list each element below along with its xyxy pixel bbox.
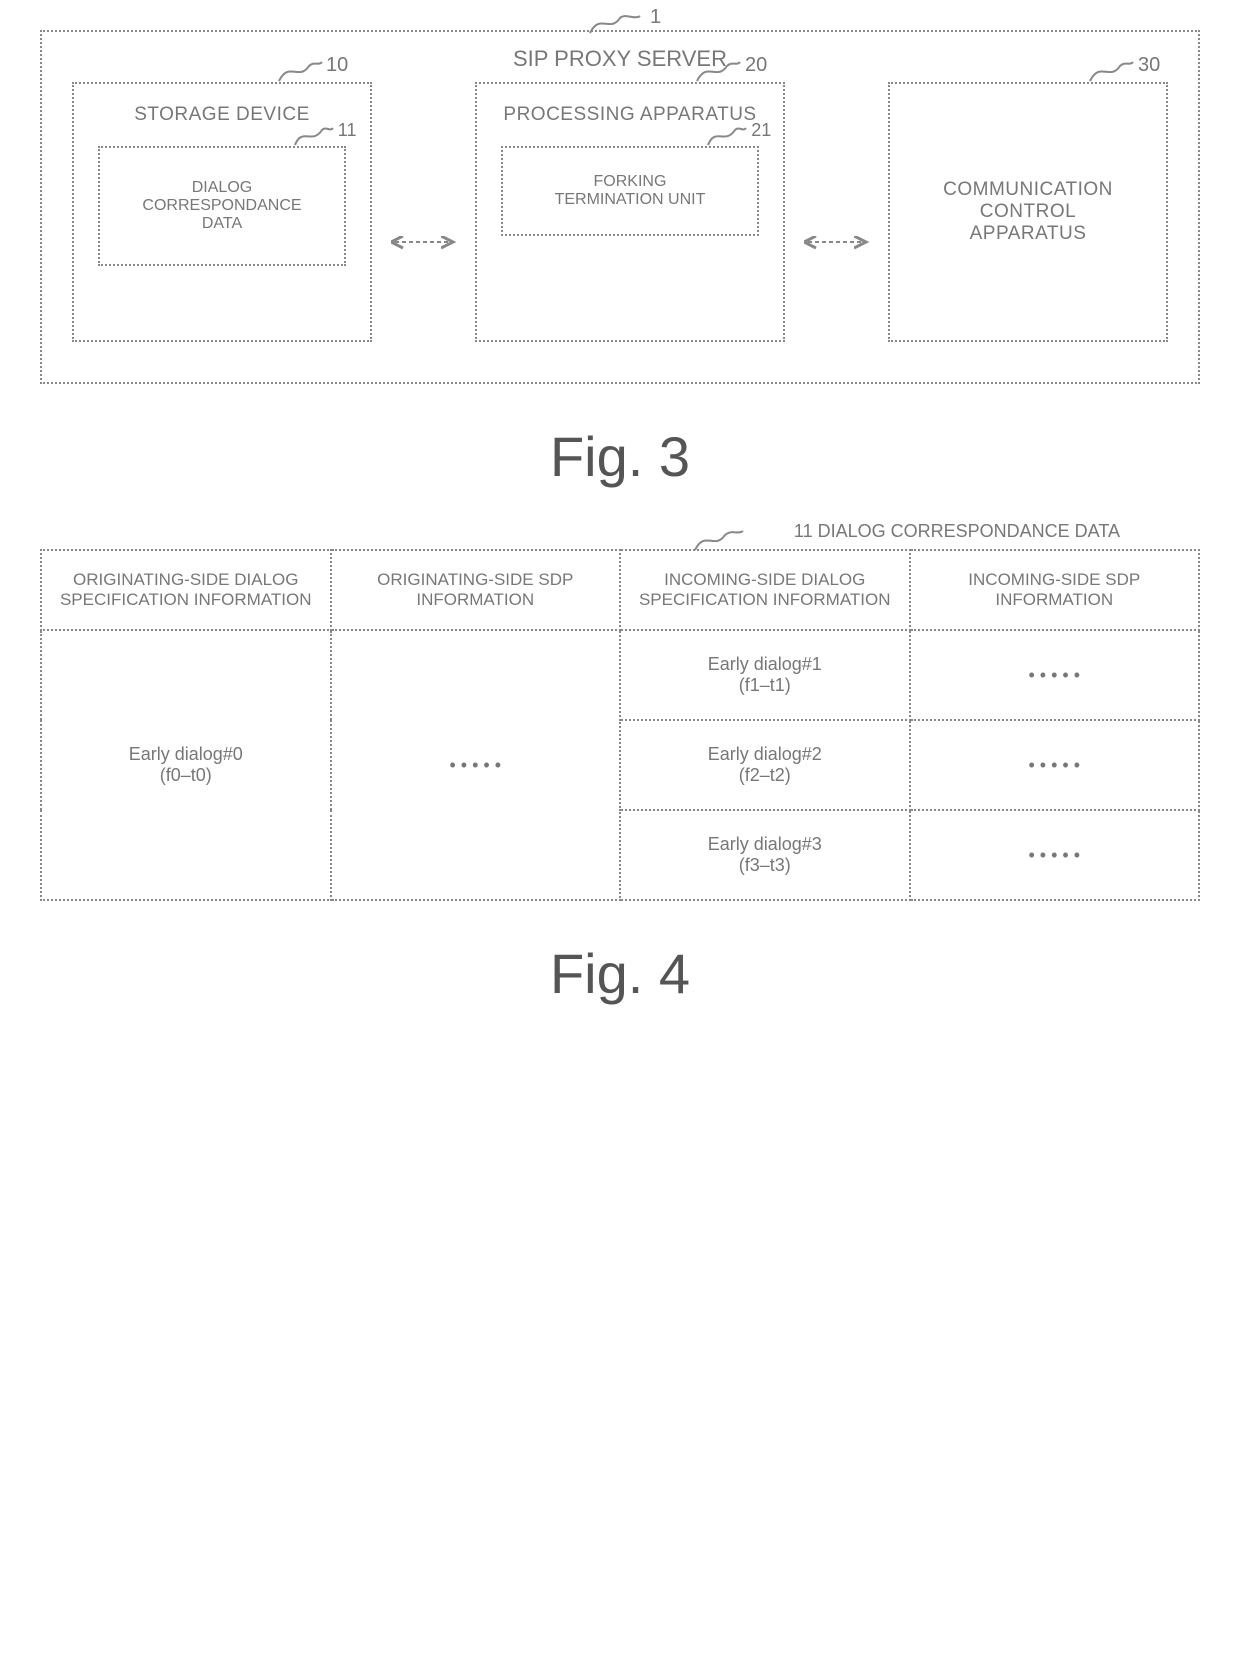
callout-squiggle-icon (690, 525, 745, 553)
forking-termination-unit-box: 21 FORKING TERMINATION UNIT (501, 146, 758, 236)
server-number: 1 (650, 6, 661, 29)
arrow-10-20 (389, 142, 459, 342)
figure-4: 11 DIALOG CORRESPONDANCE DATA ORIGINATIN… (40, 549, 1200, 901)
box21-title: FORKING TERMINATION UNIT (555, 173, 706, 209)
table-header-row: ORIGINATING-SIDE DIALOG SPECIFICATION IN… (41, 550, 1199, 630)
dialog-correspondence-data-box: 11 DIALOG CORRESPONDANCE DATA (98, 146, 346, 266)
col-header: ORIGINATING-SIDE SDP INFORMATION (331, 550, 621, 630)
table-callout: 11 DIALOG CORRESPONDANCE DATA (794, 521, 1120, 542)
orig-dialog-cell: Early dialog#0 (f0–t0) (41, 630, 331, 900)
callout-squiggle-icon (1085, 56, 1135, 86)
sip-proxy-server-box: SIP PROXY SERVER 10 STORAGE DEVICE 11 DI… (40, 30, 1200, 384)
col-header: INCOMING-SIDE SDP INFORMATION (910, 550, 1200, 630)
storage-device-box: 10 STORAGE DEVICE 11 DIALOG CORRESPONDAN… (72, 82, 372, 342)
box11-number: 11 (338, 120, 357, 141)
table-row: Early dialog#0 (f0–t0) • • • • • Early d… (41, 630, 1199, 720)
incoming-dialog-cell: Early dialog#2 (f2–t2) (620, 720, 910, 810)
callout-squiggle-icon (692, 56, 742, 86)
box10-number: 10 (326, 54, 348, 77)
callout-squiggle-icon (703, 122, 748, 150)
incoming-sdp-cell: • • • • • (910, 630, 1200, 720)
callout-squiggle-icon (290, 122, 335, 150)
table-callout-number: 11 (794, 521, 813, 541)
table-callout-text: DIALOG CORRESPONDANCE DATA (818, 521, 1120, 541)
dialog-correspondence-table: ORIGINATING-SIDE DIALOG SPECIFICATION IN… (40, 549, 1200, 901)
communication-control-apparatus-box: 30 COMMUNICATION CONTROL APPARATUS (888, 82, 1168, 342)
figure-3: 1 SIP PROXY SERVER 10 STORAGE DEVICE 11 … (40, 30, 1200, 384)
boxes-row: 10 STORAGE DEVICE 11 DIALOG CORRESPONDAN… (72, 82, 1168, 342)
arrow-20-30 (802, 142, 872, 342)
box20-number: 20 (745, 54, 767, 77)
orig-sdp-cell: • • • • • (331, 630, 621, 900)
incoming-dialog-cell: Early dialog#3 (f3–t3) (620, 810, 910, 900)
box30-title: COMMUNICATION CONTROL APPARATUS (943, 179, 1113, 245)
processing-apparatus-box: 20 PROCESSING APPARATUS 21 FORKING TERMI… (475, 82, 785, 342)
col-header: INCOMING-SIDE DIALOG SPECIFICATION INFOR… (620, 550, 910, 630)
col-header: ORIGINATING-SIDE DIALOG SPECIFICATION IN… (41, 550, 331, 630)
server-title: SIP PROXY SERVER (42, 46, 1198, 72)
callout-squiggle-icon (274, 56, 324, 86)
incoming-dialog-cell: Early dialog#1 (f1–t1) (620, 630, 910, 720)
box30-number: 30 (1138, 54, 1160, 77)
incoming-sdp-cell: • • • • • (910, 720, 1200, 810)
figure-3-caption: Fig. 3 (40, 424, 1200, 489)
box11-title: DIALOG CORRESPONDANCE DATA (142, 179, 301, 233)
figure-4-caption: Fig. 4 (40, 941, 1200, 1006)
incoming-sdp-cell: • • • • • (910, 810, 1200, 900)
box21-number: 21 (751, 120, 771, 141)
